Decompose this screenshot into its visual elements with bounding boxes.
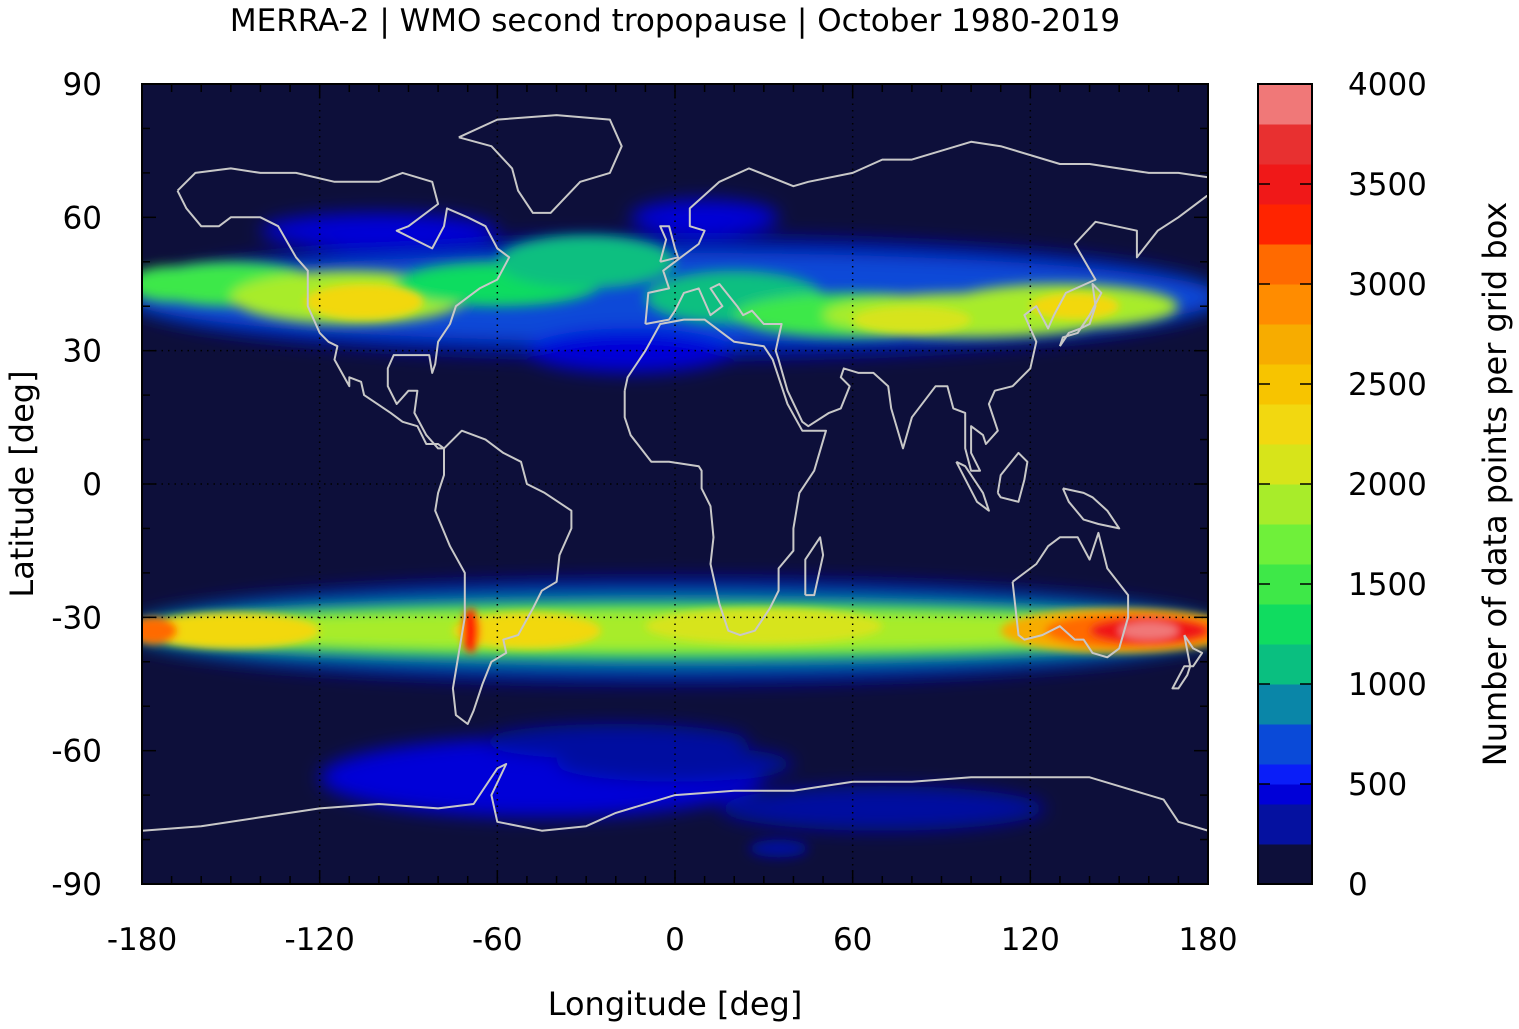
density-patch	[719, 786, 1046, 831]
density-patch	[452, 612, 601, 649]
y-tick-label: 0	[82, 467, 102, 503]
x-tick-label: 0	[665, 922, 685, 958]
colorbar-tick-label: 2000	[1348, 467, 1427, 503]
colorbar-segment	[1258, 684, 1312, 725]
x-tick-label: -180	[107, 922, 177, 958]
x-tick-label: -60	[472, 922, 523, 958]
density-patch	[749, 839, 809, 858]
colorbar-tick-label: 3500	[1348, 167, 1427, 203]
density-patch	[142, 612, 320, 649]
colorbar-segment	[1258, 524, 1312, 565]
colorbar-segment	[1258, 244, 1312, 285]
colorbar-segment	[1258, 84, 1312, 125]
x-tick-label: 120	[1001, 922, 1060, 958]
x-tick-label: 60	[833, 922, 872, 958]
x-tick-label: 180	[1178, 922, 1237, 958]
colorbar-tick-label: 1000	[1348, 667, 1427, 703]
colorbar-tick-label: 4000	[1348, 67, 1427, 103]
y-axis-label: Latitude [deg]	[3, 370, 41, 597]
colorbar-segment	[1258, 444, 1312, 485]
density-patch	[461, 608, 480, 653]
y-tick-label: -90	[51, 867, 102, 903]
chart-title: MERRA-2 | WMO second tropopause | Octobe…	[230, 3, 1120, 39]
density-patch	[497, 235, 675, 289]
density-patch	[482, 724, 750, 760]
colorbar-tick-label: 500	[1348, 767, 1407, 803]
gridlines	[142, 84, 1208, 884]
colorbar-segment	[1258, 784, 1312, 805]
coastline-greenland	[458, 114, 623, 214]
coastline-japan	[1058, 283, 1103, 347]
colorbar-segment	[1258, 284, 1312, 325]
density-patch	[142, 617, 178, 644]
plot-area	[142, 84, 1208, 884]
density-patch	[852, 306, 972, 333]
density-patch	[645, 608, 883, 644]
density-patch	[260, 212, 498, 249]
colorbar-segment	[1258, 804, 1312, 845]
density-bands	[142, 199, 1208, 858]
density-patch	[142, 266, 217, 302]
coastline-north-america	[176, 167, 511, 450]
x-axis-label: Longitude [deg]	[548, 985, 803, 1023]
colorbar-tick-labels: 0 500 1000 1500 2000 2500 3000 3500 4000	[1348, 67, 1427, 903]
colorbar-segment	[1258, 484, 1312, 525]
coastline-sumatra	[955, 460, 990, 512]
coastline-south-america	[434, 429, 573, 725]
colorbar-label: Number of data points per grid box	[1476, 202, 1514, 766]
colorbar	[1258, 84, 1312, 885]
axis-minor-ticks	[142, 84, 1208, 884]
x-tick-label: -120	[284, 922, 354, 958]
colorbar-segment	[1258, 204, 1312, 245]
y-tick-label: 30	[63, 334, 102, 370]
coastline-australia	[1011, 531, 1130, 659]
coastlines	[142, 114, 1208, 832]
colorbar-segment	[1258, 324, 1312, 365]
y-tick-label: 60	[63, 200, 102, 236]
colorbar-tick-label: 3000	[1348, 267, 1427, 303]
x-axis-tick-labels: -180 -120 -60 0 60 120 180	[107, 922, 1238, 958]
colorbar-frame	[1257, 83, 1313, 885]
colorbar-segment	[1258, 644, 1312, 685]
colorbar-tick-label: 1500	[1348, 567, 1427, 603]
y-tick-label: -60	[51, 734, 102, 770]
colorbar-tick-label: 2500	[1348, 367, 1427, 403]
coastline-madagascar	[804, 536, 825, 597]
colorbar-segment	[1258, 724, 1312, 765]
coastline-new-guinea	[1061, 487, 1121, 530]
colorbar-segment	[1258, 764, 1312, 785]
y-tick-label: -30	[51, 600, 102, 636]
coastline-new-zealand	[1171, 634, 1204, 690]
y-axis-tick-labels: 90 60 30 0 -30 -60 -90	[51, 67, 102, 903]
y-tick-label: 90	[63, 67, 102, 103]
density-patch	[1030, 292, 1120, 320]
colorbar-tick-label: 0	[1348, 867, 1368, 903]
coastline-eurasia	[644, 140, 1208, 472]
coastline-antarctica	[142, 763, 1208, 832]
coastline-british-isles	[659, 225, 679, 263]
colorbar-segment	[1258, 404, 1312, 445]
density-patch	[304, 284, 424, 320]
colorbar-segment	[1258, 124, 1312, 165]
colorbar-segment	[1258, 604, 1312, 645]
density-patch	[1119, 621, 1179, 640]
coastline-borneo	[996, 451, 1029, 503]
coastline-africa	[623, 318, 827, 637]
colorbar-segment	[1258, 844, 1312, 885]
